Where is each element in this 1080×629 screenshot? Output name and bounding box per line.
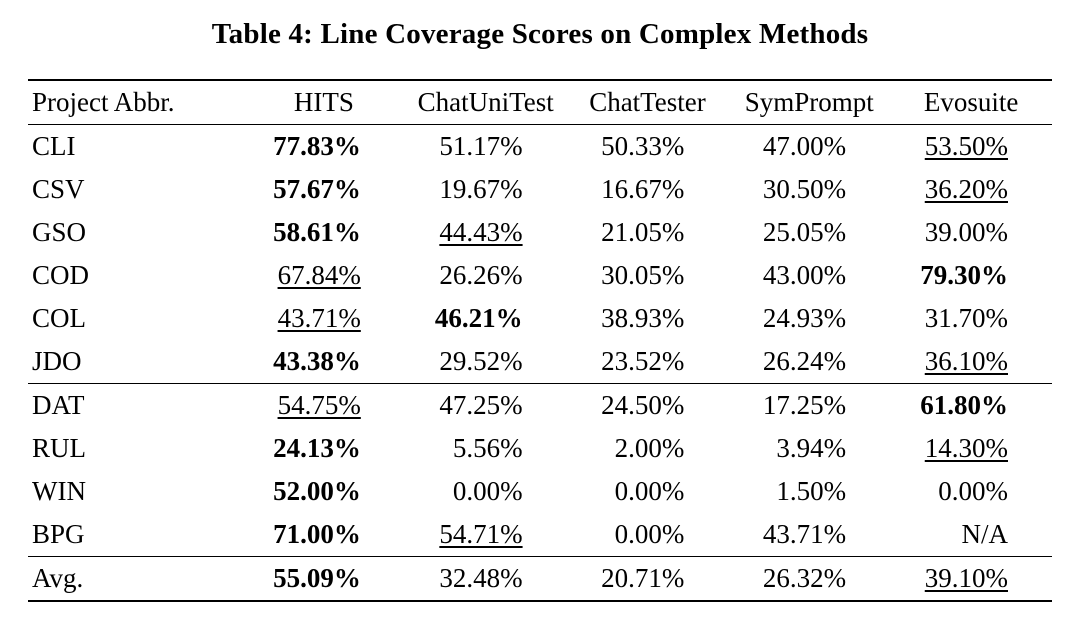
value-cell: 25.05% bbox=[728, 211, 890, 254]
project-cell: COD bbox=[28, 254, 243, 297]
value-cell: 16.67% bbox=[567, 168, 729, 211]
table-figure: Table 4: Line Coverage Scores on Complex… bbox=[0, 0, 1080, 629]
project-cell: DAT bbox=[28, 384, 243, 428]
value-cell: 46.21% bbox=[405, 297, 567, 340]
value-cell: 79.30% bbox=[890, 254, 1052, 297]
value-cell: 24.13% bbox=[243, 427, 405, 470]
project-cell: GSO bbox=[28, 211, 243, 254]
value-cell: 43.71% bbox=[243, 297, 405, 340]
value-cell: 71.00% bbox=[243, 513, 405, 557]
value-cell: 47.00% bbox=[728, 125, 890, 169]
value-cell: 14.30% bbox=[890, 427, 1052, 470]
value-cell: 52.00% bbox=[243, 470, 405, 513]
table-row: GSO58.61%44.43%21.05%25.05%39.00% bbox=[28, 211, 1052, 254]
value-cell: 26.32% bbox=[728, 557, 890, 602]
table-row: JDO43.38%29.52%23.52%26.24%36.10% bbox=[28, 340, 1052, 384]
value-cell: 50.33% bbox=[567, 125, 729, 169]
value-cell: 30.50% bbox=[728, 168, 890, 211]
value-cell: 1.50% bbox=[728, 470, 890, 513]
table-row: DAT54.75%47.25%24.50%17.25%61.80% bbox=[28, 384, 1052, 428]
project-cell: WIN bbox=[28, 470, 243, 513]
value-cell: 24.50% bbox=[567, 384, 729, 428]
table-caption: Table 4: Line Coverage Scores on Complex… bbox=[28, 18, 1052, 51]
value-cell: 36.10% bbox=[890, 340, 1052, 384]
value-cell: 31.70% bbox=[890, 297, 1052, 340]
value-cell: 23.52% bbox=[567, 340, 729, 384]
project-cell: CLI bbox=[28, 125, 243, 169]
value-cell: 32.48% bbox=[405, 557, 567, 602]
value-cell: 55.09% bbox=[243, 557, 405, 602]
value-cell: 44.43% bbox=[405, 211, 567, 254]
column-header: SymPrompt bbox=[728, 80, 890, 125]
column-header: ChatUniTest bbox=[405, 80, 567, 125]
table-body: CLI77.83%51.17%50.33%47.00%53.50%CSV57.6… bbox=[28, 125, 1052, 602]
table-row: CSV57.67%19.67%16.67%30.50%36.20% bbox=[28, 168, 1052, 211]
column-header: Project Abbr. bbox=[28, 80, 243, 125]
table-row: CLI77.83%51.17%50.33%47.00%53.50% bbox=[28, 125, 1052, 169]
project-cell: Avg. bbox=[28, 557, 243, 602]
value-cell: 3.94% bbox=[728, 427, 890, 470]
table-row: COL43.71%46.21%38.93%24.93%31.70% bbox=[28, 297, 1052, 340]
value-cell: 20.71% bbox=[567, 557, 729, 602]
value-cell: 54.71% bbox=[405, 513, 567, 557]
value-cell: 0.00% bbox=[567, 470, 729, 513]
value-cell: 53.50% bbox=[890, 125, 1052, 169]
table-row: RUL24.13%5.56%2.00%3.94%14.30% bbox=[28, 427, 1052, 470]
value-cell: 0.00% bbox=[567, 513, 729, 557]
value-cell: 19.67% bbox=[405, 168, 567, 211]
value-cell: 54.75% bbox=[243, 384, 405, 428]
value-cell: 67.84% bbox=[243, 254, 405, 297]
value-cell: 30.05% bbox=[567, 254, 729, 297]
value-cell: 36.20% bbox=[890, 168, 1052, 211]
value-cell: 43.00% bbox=[728, 254, 890, 297]
project-cell: COL bbox=[28, 297, 243, 340]
value-cell: 57.67% bbox=[243, 168, 405, 211]
project-cell: CSV bbox=[28, 168, 243, 211]
value-cell: 39.00% bbox=[890, 211, 1052, 254]
value-cell: 58.61% bbox=[243, 211, 405, 254]
value-cell: 77.83% bbox=[243, 125, 405, 169]
project-cell: JDO bbox=[28, 340, 243, 384]
column-header: HITS bbox=[243, 80, 405, 125]
value-cell: 29.52% bbox=[405, 340, 567, 384]
table-row: BPG71.00%54.71%0.00%43.71%N/A bbox=[28, 513, 1052, 557]
table-row: WIN52.00%0.00%0.00%1.50%0.00% bbox=[28, 470, 1052, 513]
value-cell: 0.00% bbox=[890, 470, 1052, 513]
table-row: COD67.84%26.26%30.05%43.00%79.30% bbox=[28, 254, 1052, 297]
value-cell: 24.93% bbox=[728, 297, 890, 340]
value-cell: 47.25% bbox=[405, 384, 567, 428]
table-head: Project Abbr.HITSChatUniTestChatTesterSy… bbox=[28, 80, 1052, 125]
value-cell: 5.56% bbox=[405, 427, 567, 470]
value-cell: 26.24% bbox=[728, 340, 890, 384]
value-cell: 26.26% bbox=[405, 254, 567, 297]
value-cell: 43.38% bbox=[243, 340, 405, 384]
column-header: Evosuite bbox=[890, 80, 1052, 125]
value-cell: 2.00% bbox=[567, 427, 729, 470]
project-cell: RUL bbox=[28, 427, 243, 470]
value-cell: 61.80% bbox=[890, 384, 1052, 428]
column-header: ChatTester bbox=[567, 80, 729, 125]
coverage-table: Project Abbr.HITSChatUniTestChatTesterSy… bbox=[28, 79, 1052, 602]
project-cell: BPG bbox=[28, 513, 243, 557]
value-cell: N/A bbox=[890, 513, 1052, 557]
value-cell: 0.00% bbox=[405, 470, 567, 513]
value-cell: 51.17% bbox=[405, 125, 567, 169]
value-cell: 21.05% bbox=[567, 211, 729, 254]
value-cell: 43.71% bbox=[728, 513, 890, 557]
table-row: Avg.55.09%32.48%20.71%26.32%39.10% bbox=[28, 557, 1052, 602]
value-cell: 38.93% bbox=[567, 297, 729, 340]
value-cell: 39.10% bbox=[890, 557, 1052, 602]
value-cell: 17.25% bbox=[728, 384, 890, 428]
